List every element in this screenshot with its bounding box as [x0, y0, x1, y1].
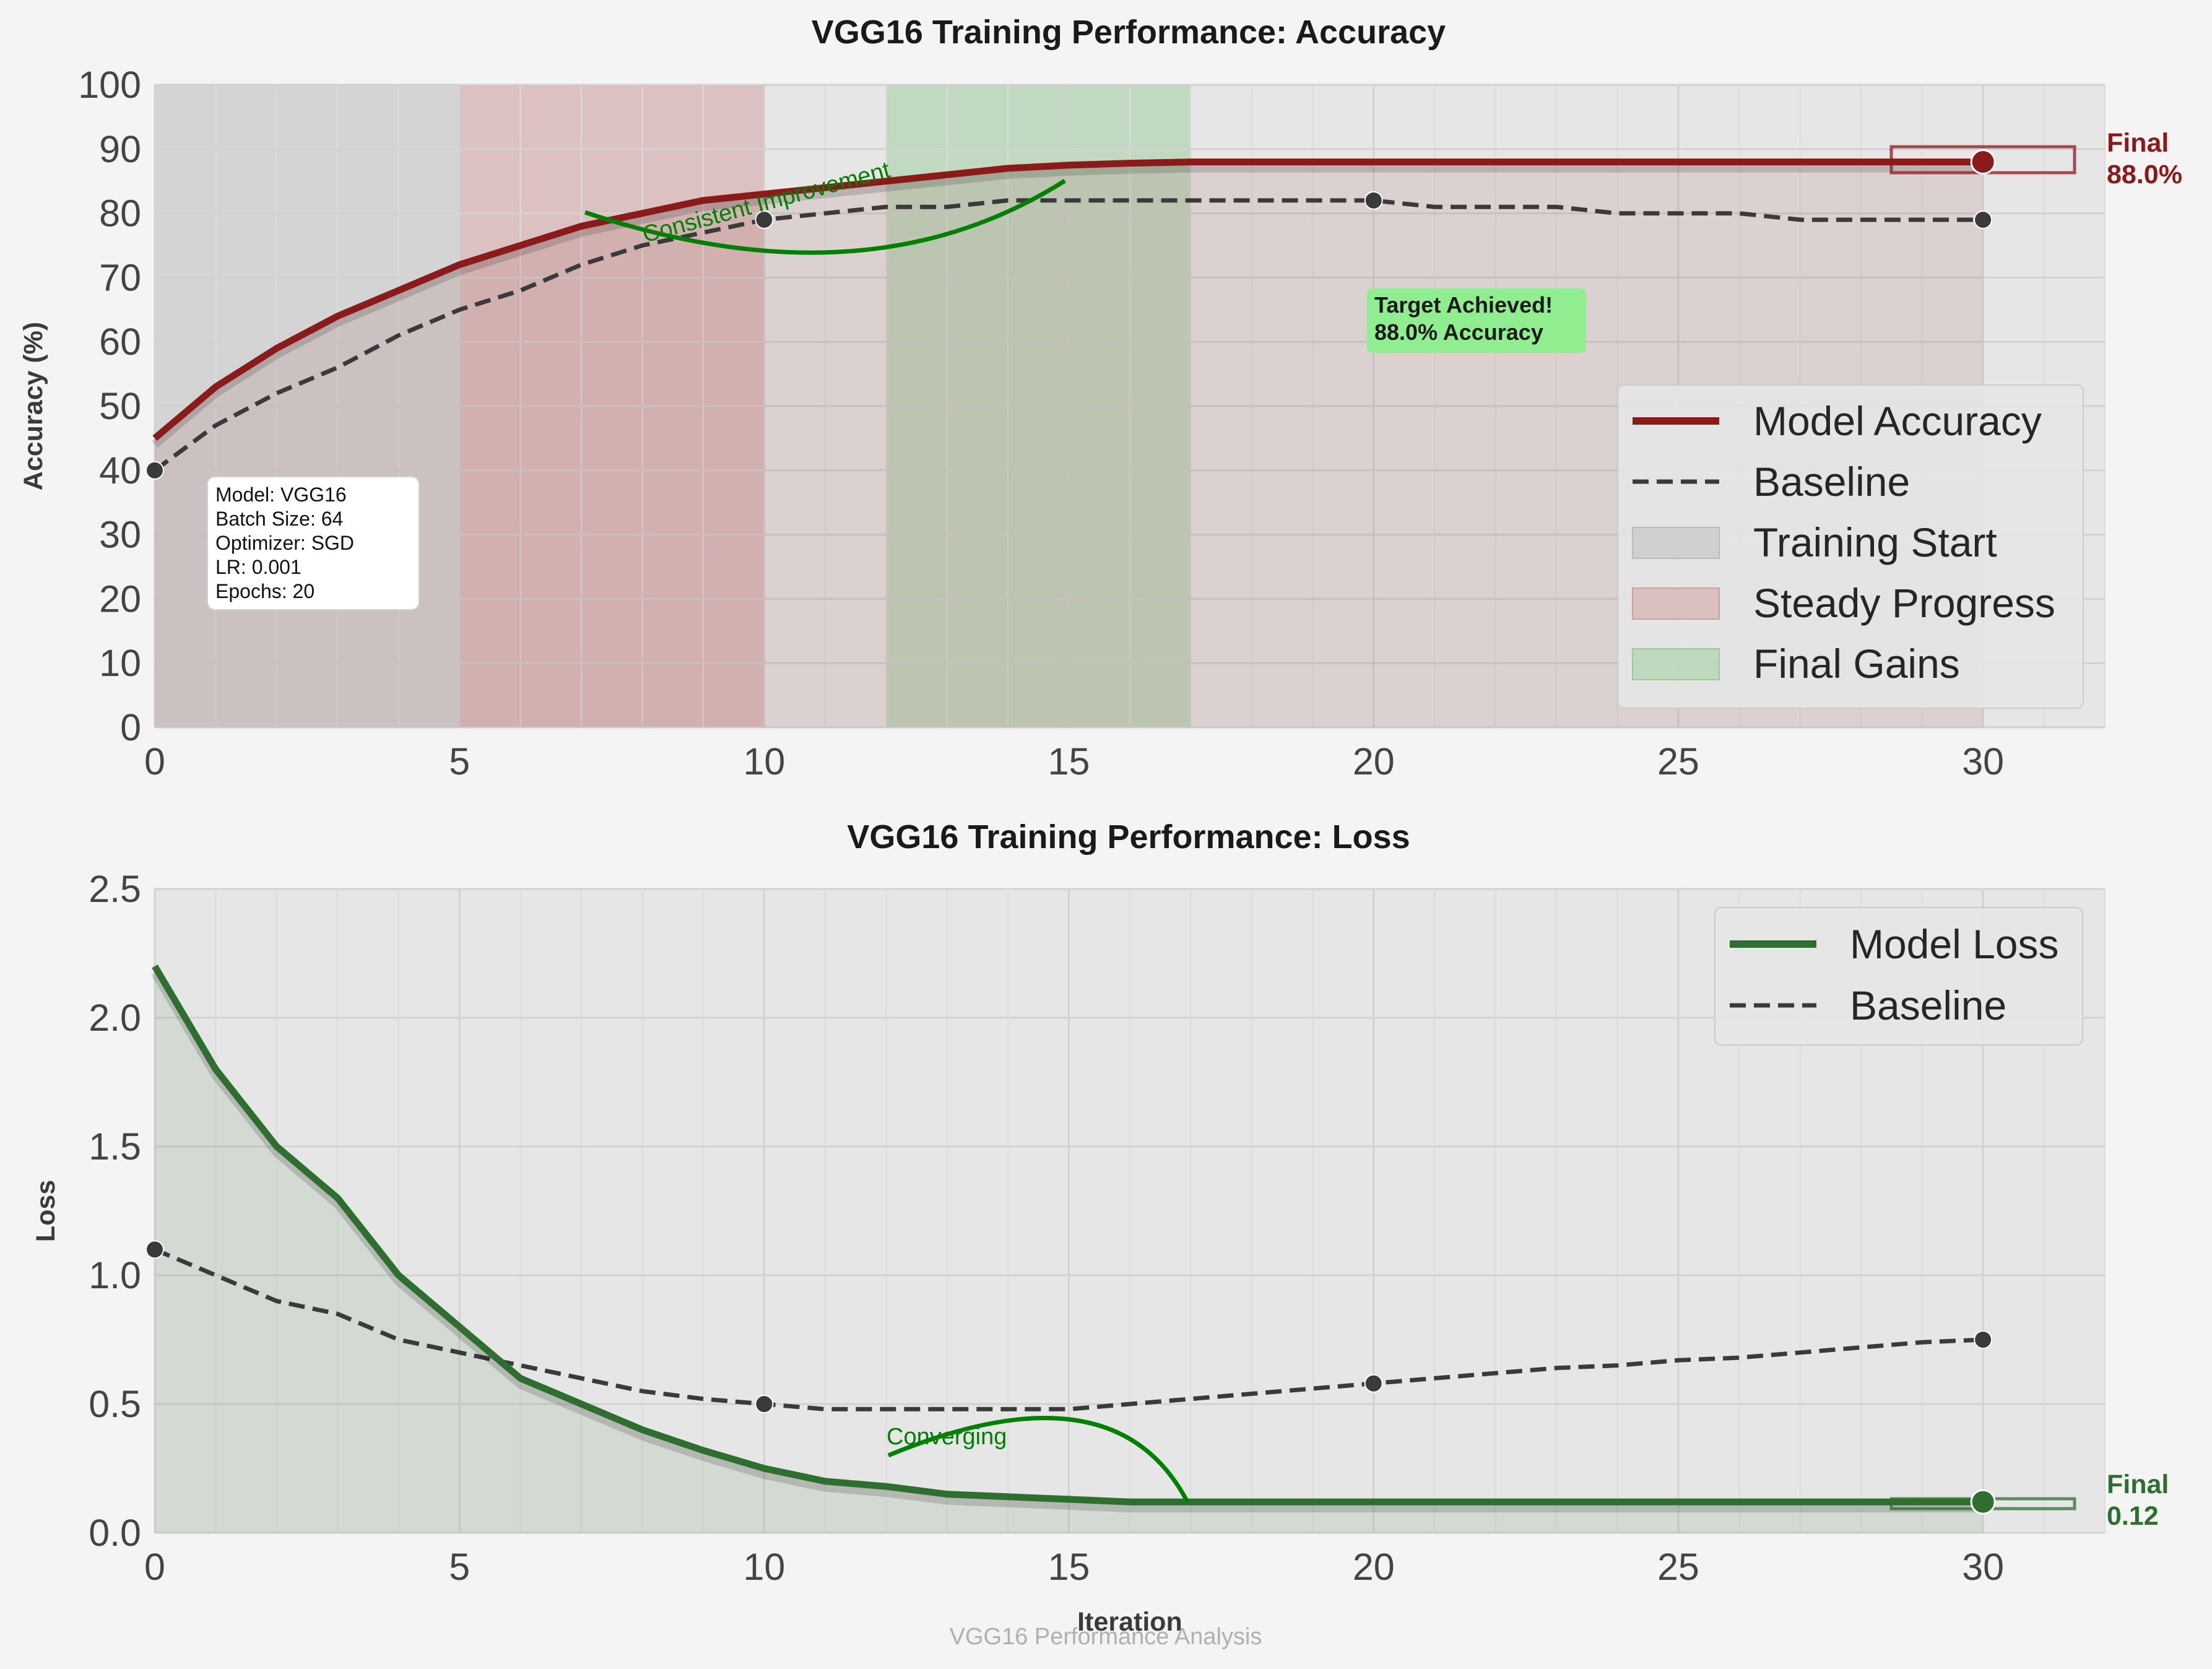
accuracy-y-tick-label: 60 [99, 321, 141, 363]
accuracy-baseline-marker [1364, 191, 1383, 210]
loss-legend: Model Loss Baseline [1714, 907, 2083, 1046]
legend-label-training-start: Training Start [1753, 519, 1997, 565]
accuracy-baseline-line [153, 198, 1984, 472]
loss-baseline-line [154, 1247, 1984, 1411]
target-line-2: 88.0% Accuracy [1374, 319, 1543, 345]
loss-final-value: 0.12 [2107, 1501, 2159, 1531]
legend-label-final-gains: Final Gains [1753, 641, 1960, 687]
info-line-epochs: Epochs: 20 [215, 580, 314, 602]
loss-baseline-marker [145, 1240, 164, 1259]
accuracy-y-tick-label: 70 [99, 256, 141, 298]
loss-x-tick-label: 0 [144, 1546, 165, 1588]
accuracy-legend: Model Accuracy Baseline Training Start S… [1617, 384, 2084, 709]
accuracy-model-line [152, 158, 1984, 441]
accuracy-model-line-shadow [152, 163, 1984, 448]
accuracy-title: VGG16 Training Performance: Accuracy [812, 14, 1446, 51]
accuracy-baseline-marker [1974, 210, 1993, 229]
accuracy-final-value: 88.0% [2107, 160, 2182, 189]
legend-label-loss-baseline: Baseline [1850, 982, 2006, 1028]
loss-panel: VGG16 Training Performance: Loss 0.0 0.5 1… [31, 818, 2169, 1637]
loss-x-tick-label: 25 [1657, 1546, 1699, 1588]
loss-x-tick-label: 10 [743, 1546, 785, 1588]
loss-x-tick-label: 20 [1353, 1546, 1395, 1588]
accuracy-x-tick-label: 5 [449, 740, 470, 782]
info-line-model: Model: VGG16 [215, 483, 347, 506]
accuracy-y-tick-label: 10 [99, 642, 141, 684]
accuracy-y-ticks: 0 10 20 30 40 50 60 70 80 90 100 [78, 64, 141, 748]
accuracy-final-label: Final [2107, 128, 2169, 158]
legend-label-model-loss: Model Loss [1850, 921, 2059, 967]
loss-y-tick-label: 2.0 [89, 997, 141, 1039]
legend-swatch-training-start [1632, 527, 1720, 559]
accuracy-x-tick-label: 0 [144, 740, 165, 782]
info-line-optimizer: Optimizer: SGD [215, 532, 354, 554]
legend-label-model-accuracy: Model Accuracy [1753, 398, 2042, 444]
model-info-box: Model: VGG16 Batch Size: 64 Optimizer: S… [207, 476, 420, 610]
loss-y-tick-label: 2.5 [89, 868, 141, 910]
loss-x-tick-label: 30 [1962, 1546, 2004, 1588]
loss-x-ticks: 0 5 10 15 20 25 30 [144, 1546, 2004, 1588]
loss-model-line [152, 965, 1984, 1506]
loss-final-label: Final [2107, 1470, 2169, 1499]
accuracy-x-tick-label: 30 [1962, 740, 2004, 782]
accuracy-x-tick-label: 20 [1353, 740, 1395, 782]
loss-baseline-marker [755, 1395, 774, 1413]
accuracy-baseline-marker [145, 461, 164, 480]
info-line-batch-size: Batch Size: 64 [215, 508, 343, 530]
accuracy-y-tick-label: 30 [99, 514, 141, 556]
accuracy-final-marker [1970, 149, 1996, 175]
accuracy-y-tick-label: 0 [120, 706, 141, 748]
accuracy-y-tick-label: 90 [99, 128, 141, 170]
loss-y-tick-label: 0.5 [89, 1383, 141, 1425]
loss-x-tick-label: 5 [449, 1546, 470, 1588]
accuracy-y-tick-label: 40 [99, 449, 141, 492]
loss-baseline-marker [1974, 1330, 1993, 1349]
loss-model-line-shadow [150, 970, 1984, 1513]
accuracy-y-axis-label: Accuracy (%) [19, 322, 48, 490]
accuracy-improvement-arrow [584, 179, 1066, 255]
loss-grid [154, 888, 2106, 1534]
accuracy-y-tick-label: 20 [99, 578, 141, 620]
loss-converging-arrow [887, 1416, 1190, 1503]
loss-x-axis-label: Iteration [1077, 1607, 1182, 1637]
legend-label-baseline: Baseline [1753, 459, 1910, 505]
footer-caption: VGG16 Performance Analysis [950, 1624, 1262, 1650]
loss-y-ticks: 0.0 0.5 1.0 1.5 2.0 2.5 [89, 868, 141, 1554]
accuracy-x-tick-label: 10 [743, 740, 785, 782]
target-achieved-box: Target Achieved! 88.0% Accuracy [1367, 288, 1586, 353]
info-line-learning-rate: LR: 0.001 [215, 556, 301, 578]
accuracy-x-tick-label: 15 [1048, 740, 1090, 782]
accuracy-y-tick-label: 80 [99, 193, 141, 235]
loss-y-tick-label: 1.5 [89, 1125, 141, 1168]
loss-y-axis-label: Loss [31, 1180, 61, 1242]
accuracy-y-tick-label: 100 [78, 64, 141, 106]
loss-baseline-marker [1364, 1374, 1383, 1393]
legend-swatch-steady-progress [1632, 587, 1720, 620]
loss-model-area [155, 966, 1984, 1533]
legend-label-steady-progress: Steady Progress [1753, 580, 2055, 626]
loss-y-tick-label: 1.0 [89, 1254, 141, 1296]
loss-series [145, 965, 1993, 1533]
loss-title: VGG16 Training Performance: Loss [847, 818, 1410, 856]
loss-final-marker [1970, 1489, 1996, 1515]
loss-y-tick-label: 0.0 [89, 1512, 141, 1554]
target-line-1: Target Achieved! [1374, 292, 1553, 318]
accuracy-panel: VGG16 Training Performance: Accuracy 0 10… [19, 14, 2182, 782]
loss-curve-note: Converging [887, 1424, 1007, 1450]
accuracy-y-tick-label: 50 [99, 385, 141, 427]
accuracy-baseline-marker [755, 210, 774, 229]
accuracy-x-tick-label: 25 [1657, 740, 1699, 782]
loss-x-tick-label: 15 [1048, 1546, 1090, 1588]
legend-swatch-final-gains [1632, 648, 1720, 680]
accuracy-x-ticks: 0 5 10 15 20 25 30 [144, 740, 2004, 782]
